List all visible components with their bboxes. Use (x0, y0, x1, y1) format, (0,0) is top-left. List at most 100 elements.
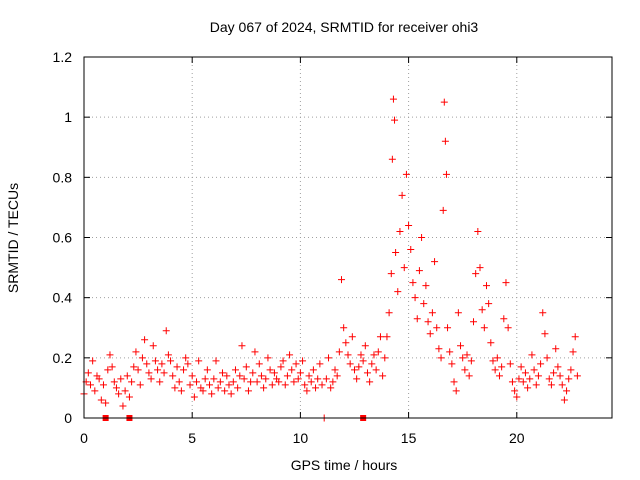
data-point (474, 227, 482, 235)
data-point (340, 324, 348, 332)
data-point (338, 276, 346, 284)
data-point (539, 309, 547, 317)
data-point (541, 330, 549, 338)
data-point (156, 378, 164, 386)
data-point (493, 354, 501, 362)
data-point (86, 381, 94, 389)
data-point (346, 360, 354, 368)
data-point (440, 98, 448, 106)
data-point (188, 372, 196, 380)
data-point (286, 351, 294, 359)
data-point (173, 363, 181, 371)
data-point (134, 366, 142, 374)
data-point (99, 381, 107, 389)
data-point (138, 354, 146, 362)
data-point (511, 387, 519, 395)
data-point (470, 318, 478, 326)
data-point (506, 360, 514, 368)
data-point (84, 369, 92, 377)
x-tick-label: 0 (80, 430, 88, 446)
data-point (335, 348, 343, 356)
data-point (260, 384, 268, 392)
data-point (363, 369, 371, 377)
data-point (350, 366, 358, 374)
data-point (270, 369, 278, 377)
data-point (136, 381, 144, 389)
data-point (121, 387, 129, 395)
data-point (454, 309, 462, 317)
data-point (208, 390, 216, 398)
data-point (201, 375, 209, 383)
data-point (236, 372, 244, 380)
data-point (210, 375, 218, 383)
data-point (288, 366, 296, 374)
data-point (424, 318, 432, 326)
y-tick-label: 0.4 (53, 290, 73, 306)
data-point (530, 366, 538, 374)
data-point (244, 387, 252, 395)
data-point (102, 399, 110, 407)
data-point (141, 336, 149, 344)
data-point (359, 357, 367, 365)
data-point (108, 363, 116, 371)
data-point (305, 372, 313, 380)
data-point (415, 267, 423, 275)
data-point (275, 378, 283, 386)
data-point (563, 387, 571, 395)
data-point (472, 270, 480, 278)
data-point (526, 375, 534, 383)
data-point (199, 387, 207, 395)
data-point (292, 360, 300, 368)
data-point (106, 351, 114, 359)
data-point (411, 294, 419, 302)
data-point (158, 360, 166, 368)
data-point (428, 309, 436, 317)
data-point (164, 351, 172, 359)
data-point (238, 342, 246, 350)
data-point (519, 378, 527, 386)
data-point (418, 234, 426, 241)
data-point (329, 378, 337, 386)
data-point (123, 372, 131, 380)
data-point (307, 378, 315, 386)
data-point (442, 170, 450, 178)
plot-marks (80, 95, 581, 422)
chart-title: Day 067 of 2024, SRMTID for receiver ohi… (210, 19, 479, 35)
y-tick-label: 0 (64, 410, 72, 426)
data-point (452, 387, 460, 395)
data-point (558, 381, 566, 389)
data-point (550, 369, 558, 377)
data-point (487, 339, 495, 347)
data-point (448, 360, 456, 368)
data-point (130, 363, 138, 371)
data-point (361, 342, 369, 350)
data-point (312, 384, 320, 392)
data-point (160, 369, 168, 377)
data-point (290, 378, 298, 386)
data-point (348, 333, 356, 341)
data-point (104, 366, 112, 374)
data-point (316, 360, 324, 368)
data-point (476, 264, 484, 272)
data-point (167, 357, 175, 365)
data-point (524, 384, 532, 392)
data-point (459, 354, 467, 362)
data-point (398, 191, 406, 199)
data-point (420, 300, 428, 308)
data-point (294, 375, 302, 383)
data-point (374, 348, 382, 356)
data-point (381, 354, 389, 362)
data-point (567, 366, 575, 374)
data-point (223, 372, 231, 380)
data-point (117, 375, 125, 383)
data-point (500, 315, 508, 323)
data-point (322, 375, 330, 383)
data-point (465, 372, 473, 380)
data-point (437, 354, 445, 362)
data-point (463, 351, 471, 359)
data-point (565, 375, 573, 383)
data-point (277, 363, 285, 371)
data-point (388, 155, 396, 163)
data-point (190, 393, 198, 401)
data-point (521, 369, 529, 377)
